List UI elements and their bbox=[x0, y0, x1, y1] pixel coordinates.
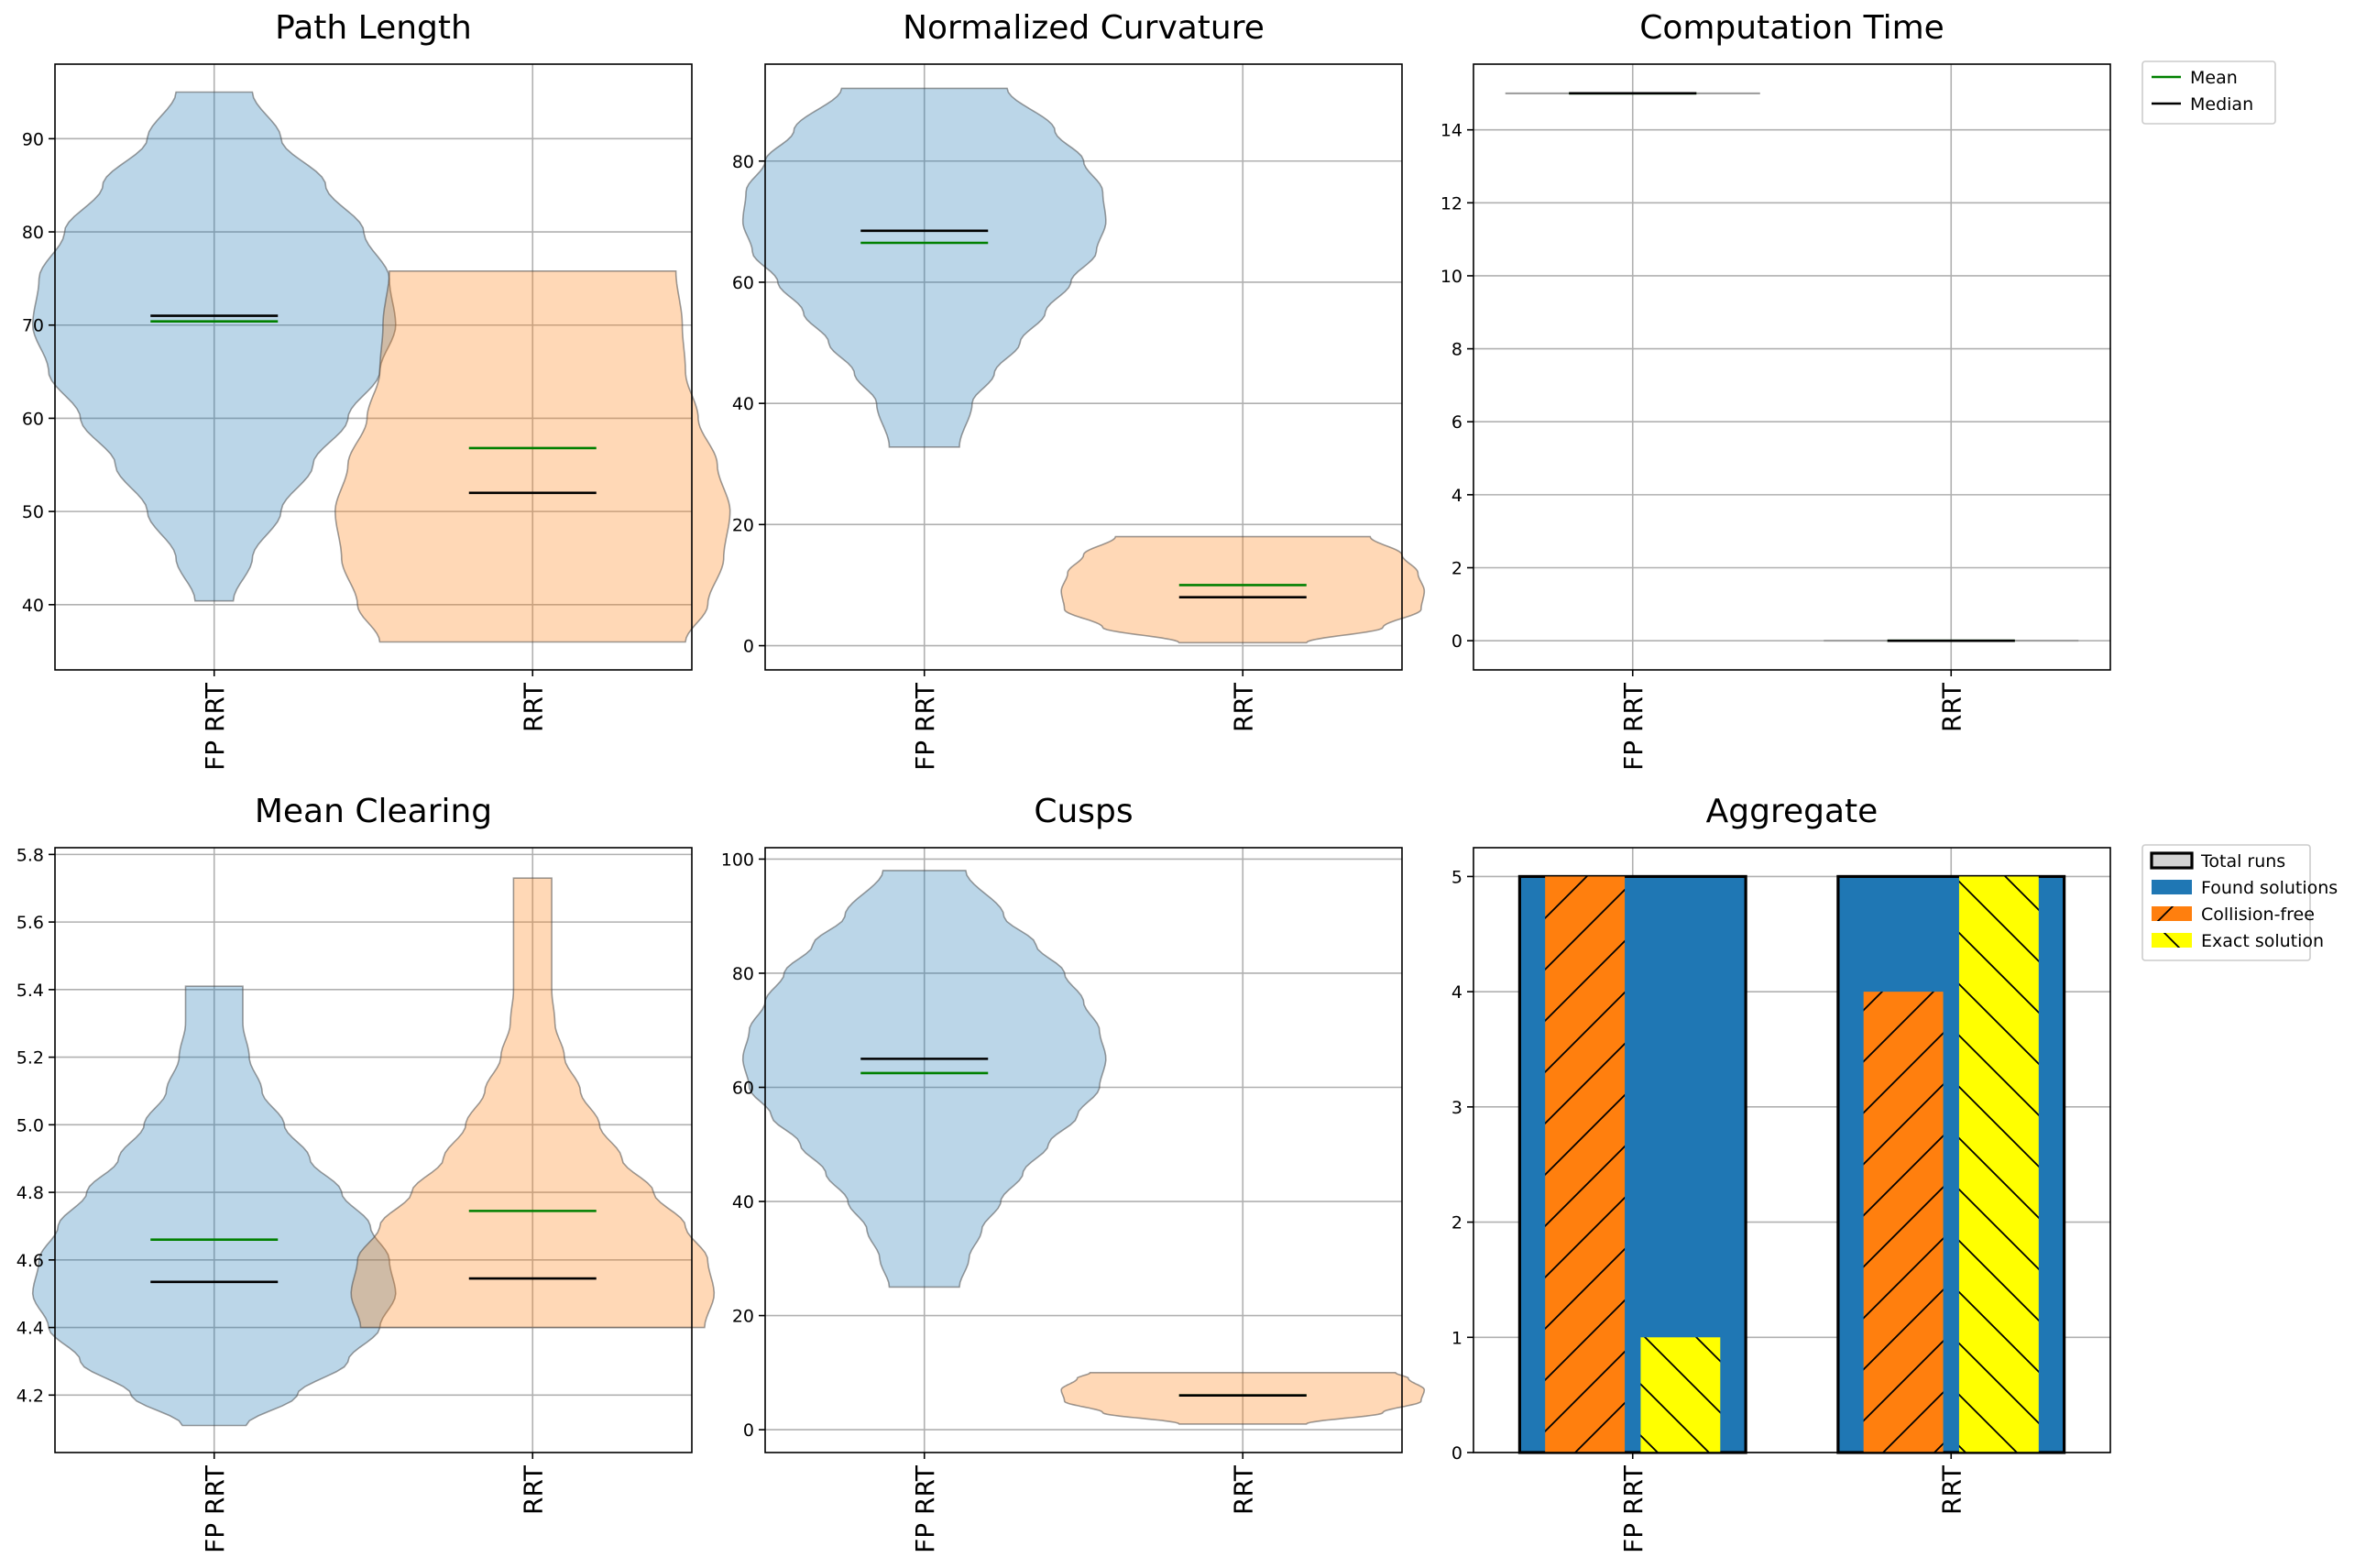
bar-collision-free bbox=[1863, 992, 1944, 1453]
violin-fp-rrt bbox=[741, 870, 1107, 1288]
x-tick-label: RRT bbox=[1936, 1464, 1966, 1515]
legend: Mean Median bbox=[2141, 60, 2276, 125]
bar-exact-solution bbox=[1640, 1337, 1721, 1453]
y-tick-label: 2 bbox=[1451, 1213, 1462, 1234]
x-tick-label: FP RRT bbox=[200, 1464, 230, 1553]
y-tick-label: 40 bbox=[732, 1192, 754, 1212]
y-tick-label: 5.6 bbox=[16, 913, 44, 933]
panel-title: Path Length bbox=[275, 9, 472, 47]
y-tick-label: 4 bbox=[1451, 486, 1462, 506]
y-tick-label: 0 bbox=[743, 1420, 754, 1441]
x-tick-label: FP RRT bbox=[910, 1464, 940, 1553]
y-tick-label: 4.2 bbox=[16, 1386, 44, 1406]
y-tick-label: 0 bbox=[1451, 631, 1462, 652]
y-tick-label: 2 bbox=[1451, 559, 1462, 579]
y-tick-label: 10 bbox=[1440, 267, 1462, 287]
y-tick-label: 40 bbox=[22, 596, 44, 616]
y-tick-label: 60 bbox=[22, 409, 44, 429]
y-tick-label: 14 bbox=[1440, 121, 1462, 141]
y-tick-label: 60 bbox=[732, 1079, 754, 1099]
y-tick-label: 80 bbox=[22, 223, 44, 243]
violin-fp-rrt bbox=[31, 985, 397, 1427]
y-tick-label: 5 bbox=[1451, 867, 1462, 887]
y-tick-label: 60 bbox=[732, 273, 754, 293]
bar-collision-free bbox=[1545, 876, 1626, 1453]
violin-rrt bbox=[1060, 535, 1426, 644]
legend-label: Total runs bbox=[2200, 851, 2285, 872]
y-tick-label: 4.6 bbox=[16, 1251, 44, 1271]
y-tick-label: 20 bbox=[732, 515, 754, 535]
y-tick-label: 6 bbox=[1451, 412, 1462, 433]
x-tick-label: RRT bbox=[1228, 1464, 1258, 1515]
y-tick-label: 3 bbox=[1451, 1098, 1462, 1118]
legend-swatch bbox=[2150, 851, 2194, 870]
panel-title: Normalized Curvature bbox=[903, 9, 1265, 47]
plot-frame bbox=[54, 63, 693, 671]
plot-frame bbox=[764, 847, 1403, 1453]
legend-swatch bbox=[2152, 880, 2192, 894]
x-tick-label: RRT bbox=[1936, 682, 1966, 732]
legend-swatch bbox=[2152, 933, 2192, 948]
legend-box bbox=[2141, 844, 2311, 961]
x-tick-label: FP RRT bbox=[910, 682, 940, 771]
violin-rrt bbox=[350, 877, 716, 1329]
violin-fp-rrt bbox=[31, 91, 397, 602]
y-tick-label: 0 bbox=[1451, 1443, 1462, 1464]
panel-title: Mean Clearing bbox=[255, 793, 492, 830]
y-tick-label: 80 bbox=[732, 152, 754, 172]
y-tick-label: 5.0 bbox=[16, 1115, 44, 1135]
x-tick-label: FP RRT bbox=[1618, 682, 1649, 771]
y-tick-label: 8 bbox=[1451, 340, 1462, 360]
plot-frame bbox=[1473, 63, 2111, 671]
chart-panel-2: 0 20 40 60 80 FP RRT RRT Normalized Curvature bbox=[732, 9, 1426, 771]
legend-label: Exact solution bbox=[2201, 931, 2324, 951]
y-tick-label: 12 bbox=[1440, 193, 1462, 214]
y-tick-label: 70 bbox=[22, 316, 44, 336]
x-tick-label: FP RRT bbox=[1618, 1464, 1649, 1553]
y-tick-label: 50 bbox=[22, 502, 44, 522]
plot-frame bbox=[764, 63, 1403, 671]
x-tick-label: RRT bbox=[1228, 682, 1258, 732]
y-tick-label: 90 bbox=[22, 129, 44, 149]
y-tick-label: 5.2 bbox=[16, 1048, 44, 1069]
violin-rrt bbox=[1060, 1372, 1426, 1425]
y-tick-label: 4.8 bbox=[16, 1183, 44, 1203]
panel-title: Computation Time bbox=[1639, 9, 1944, 47]
legend: Total runs Found solutions Collision-free E… bbox=[2141, 844, 2338, 961]
panel-title: Aggregate bbox=[1706, 793, 1879, 830]
y-tick-label: 100 bbox=[721, 850, 754, 870]
chart-panel-5: 0 20 40 60 80 100 FP RRT RRT Cusps bbox=[721, 793, 1426, 1553]
x-tick-label: RRT bbox=[518, 682, 548, 732]
violin-fp-rrt bbox=[741, 87, 1107, 448]
y-tick-label: 4.4 bbox=[16, 1319, 44, 1339]
y-tick-label: 20 bbox=[732, 1307, 754, 1327]
y-tick-label: 1 bbox=[1451, 1328, 1462, 1348]
legend-label: Median bbox=[2190, 94, 2253, 115]
legend-label: Found solutions bbox=[2201, 878, 2338, 898]
plot-frame bbox=[54, 847, 693, 1453]
y-tick-label: 5.4 bbox=[16, 981, 44, 1001]
y-tick-label: 5.8 bbox=[16, 845, 44, 865]
legend-swatch bbox=[2152, 906, 2192, 921]
chart-panel-4: 4.2 4.4 4.6 4.8 5.0 5.2 5.4 5.6 5.8 FP RRT RRT Mean… bbox=[16, 793, 716, 1553]
legend-label: Mean bbox=[2190, 68, 2238, 88]
y-tick-label: 80 bbox=[732, 964, 754, 984]
bar-exact-solution bbox=[1958, 876, 2039, 1453]
x-tick-label: FP RRT bbox=[200, 682, 230, 771]
y-tick-label: 0 bbox=[743, 637, 754, 657]
chart-panel-6: 0 1 2 3 4 5 FP RRT RRT Aggregate Total runs Found … bbox=[1451, 793, 2338, 1553]
chart-panel-1: 40 50 60 70 80 90 FP RRT RRT Path Length bbox=[22, 9, 731, 771]
x-tick-label: RRT bbox=[518, 1464, 548, 1515]
plot-frame bbox=[1473, 847, 2111, 1453]
legend-label: Collision-free bbox=[2201, 905, 2315, 925]
violin-rrt bbox=[334, 270, 731, 643]
y-tick-label: 4 bbox=[1451, 982, 1462, 1003]
panel-title: Cusps bbox=[1034, 793, 1133, 830]
chart-panel-3: 0 2 4 6 8 10 12 14 FP RRT RRT Computation Time Mean… bbox=[1440, 9, 2276, 771]
y-tick-label: 40 bbox=[732, 394, 754, 414]
